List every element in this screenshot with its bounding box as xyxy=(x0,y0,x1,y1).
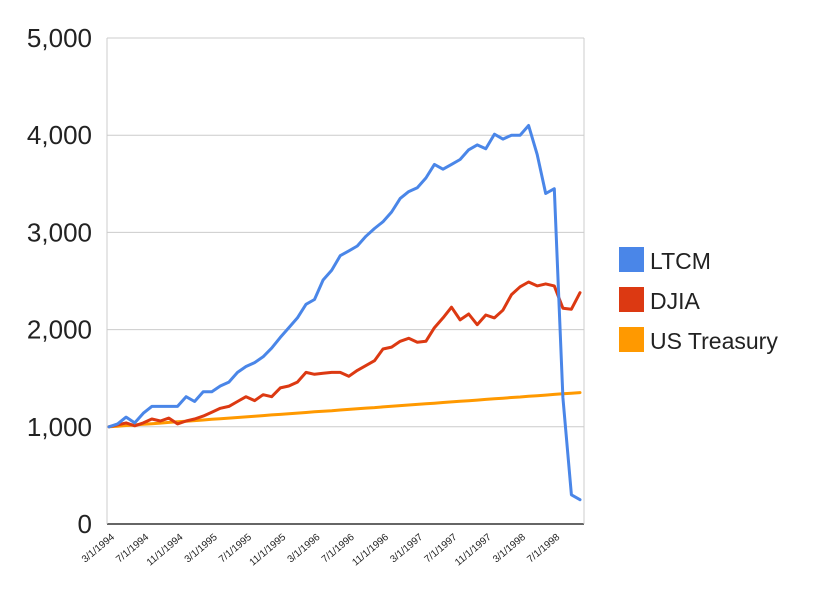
legend-swatch xyxy=(619,327,644,352)
x-tick-label: 11/1/1995 xyxy=(248,532,289,569)
y-tick-label: 5,000 xyxy=(27,23,92,53)
legend-label: DJIA xyxy=(650,288,701,314)
legend-swatch xyxy=(619,247,644,272)
x-axis-ticks: 3/1/19947/1/199411/1/19943/1/19957/1/199… xyxy=(80,532,563,569)
legend-label: LTCM xyxy=(650,248,711,274)
grid xyxy=(106,37,585,525)
series-line-djia xyxy=(107,280,582,429)
y-tick-label: 0 xyxy=(78,509,92,539)
series-lines xyxy=(107,124,582,502)
y-tick-label: 1,000 xyxy=(27,412,92,442)
x-tick-label: 3/1/1995 xyxy=(183,532,220,566)
series-line-ltcm xyxy=(107,124,582,502)
x-tick-label: 11/1/1997 xyxy=(453,532,494,569)
x-tick-label: 11/1/1994 xyxy=(145,532,186,569)
legend-label: US Treasury xyxy=(650,328,778,354)
x-tick-label: 3/1/1996 xyxy=(286,532,323,566)
y-tick-label: 3,000 xyxy=(27,217,92,247)
x-tick-label: 7/1/1998 xyxy=(525,532,562,566)
x-tick-label: 11/1/1996 xyxy=(350,532,391,569)
y-tick-label: 4,000 xyxy=(27,120,92,150)
x-tick-label: 3/1/1997 xyxy=(388,532,425,566)
y-tick-label: 2,000 xyxy=(27,315,92,345)
legend: LTCM DJIA US Treasury xyxy=(619,247,778,354)
y-axis-ticks: 0 1,000 2,000 3,000 4,000 5,000 xyxy=(27,23,92,539)
legend-swatch xyxy=(619,287,644,312)
x-tick-label: 3/1/1998 xyxy=(491,532,528,566)
